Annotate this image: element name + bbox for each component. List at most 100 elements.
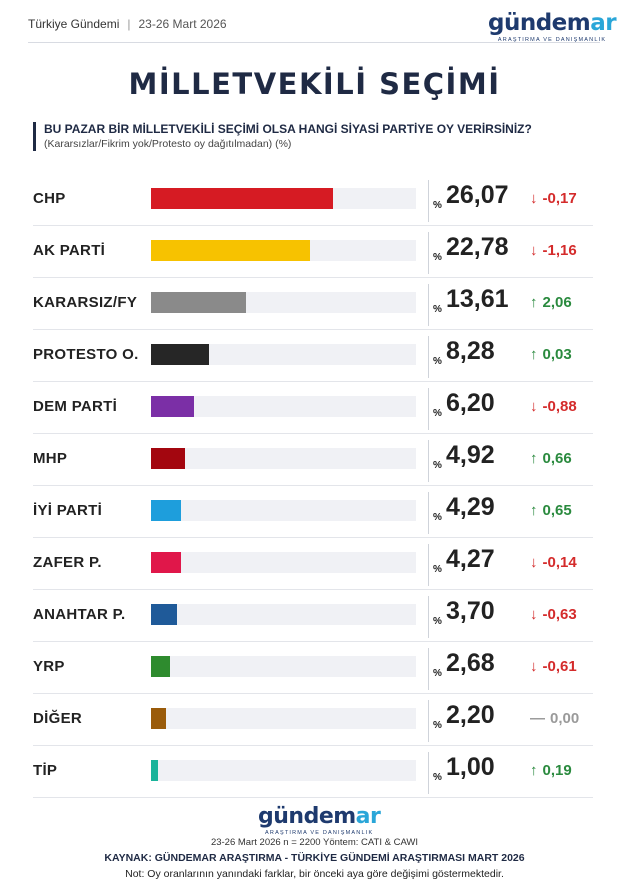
bar-fill bbox=[151, 552, 181, 573]
bar-fill bbox=[151, 344, 209, 365]
bar-track bbox=[151, 708, 416, 729]
change-value: 0,03 bbox=[542, 346, 572, 363]
header-separator: | bbox=[127, 17, 131, 31]
chart-row: TİP% 1,00 ↑ 0,19 bbox=[33, 746, 593, 798]
arrow-up-icon: ↑ bbox=[530, 762, 538, 779]
header-divider bbox=[28, 42, 600, 43]
change-value: -0,63 bbox=[542, 606, 577, 623]
data-label: 4,92 bbox=[446, 441, 495, 469]
bar-track bbox=[151, 396, 416, 417]
change-value: -0,14 bbox=[542, 554, 577, 571]
arrow-down-icon: ↓ bbox=[530, 606, 538, 623]
percent-symbol: % bbox=[433, 200, 442, 211]
brand-name-main: gündem bbox=[258, 804, 356, 829]
page-title: MİLLETVEKİLİ SEÇİMİ bbox=[128, 67, 501, 101]
change-indicator: ↓ -0,14 bbox=[530, 554, 577, 571]
category-label: YRP bbox=[33, 658, 65, 675]
brand-name-accent: ar bbox=[590, 10, 617, 36]
category-label: PROTESTO O. bbox=[33, 346, 139, 363]
question-block: BU PAZAR BİR MİLLETVEKİLİ SEÇİMİ OLSA HA… bbox=[33, 122, 532, 151]
data-label: 4,29 bbox=[446, 493, 495, 521]
category-label: CHP bbox=[33, 190, 66, 207]
data-label: 2,20 bbox=[446, 701, 495, 729]
bar-track bbox=[151, 656, 416, 677]
change-value: -1,16 bbox=[542, 242, 577, 259]
change-indicator: ↓ -0,63 bbox=[530, 606, 577, 623]
category-label: DEM PARTİ bbox=[33, 398, 118, 415]
value-divider bbox=[428, 440, 429, 482]
bar-track bbox=[151, 604, 416, 625]
brand-logo-top: gündemar ARAŞTIRMA VE DANIŞMANLIK bbox=[488, 10, 617, 44]
change-value: 0,00 bbox=[550, 710, 580, 727]
data-label: 4,27 bbox=[446, 545, 495, 573]
chart-row: İYİ PARTİ% 4,29 ↑ 0,65 bbox=[33, 486, 593, 538]
footer-source: KAYNAK: GÜNDEMAR ARAŞTIRMA - TÜRKİYE GÜN… bbox=[104, 852, 525, 864]
chart-row: DİĞER% 2,20 — 0,00 bbox=[33, 694, 593, 746]
bar-fill bbox=[151, 396, 195, 417]
value-divider bbox=[428, 388, 429, 430]
chart-row: KARARSIZ/FY% 13,61 ↑ 2,06 bbox=[33, 278, 593, 330]
chart-row: PROTESTO O.% 8,28 ↑ 0,03 bbox=[33, 330, 593, 382]
bar-track bbox=[151, 500, 416, 521]
change-indicator: ↑ 0,66 bbox=[530, 450, 572, 467]
change-indicator: ↑ 0,19 bbox=[530, 762, 572, 779]
brand-tagline: ARAŞTIRMA VE DANIŞMANLIK bbox=[497, 37, 607, 43]
bar-track bbox=[151, 552, 416, 573]
data-label: 2,68 bbox=[446, 649, 495, 677]
value-divider bbox=[428, 232, 429, 274]
arrow-up-icon: ↑ bbox=[530, 502, 538, 519]
data-label: 13,61 bbox=[446, 285, 509, 313]
category-label: DİĞER bbox=[33, 710, 83, 727]
percent-symbol: % bbox=[433, 304, 442, 315]
percent-symbol: % bbox=[433, 408, 442, 419]
data-label: 6,20 bbox=[446, 389, 495, 417]
bar-fill bbox=[151, 760, 158, 781]
bar-fill bbox=[151, 448, 186, 469]
bar-track bbox=[151, 292, 416, 313]
change-value: -0,17 bbox=[542, 190, 577, 207]
chart-row: YRP% 2,68 ↓ -0,61 bbox=[33, 642, 593, 694]
brand-wordmark: gündemar bbox=[258, 804, 381, 829]
change-value: 2,06 bbox=[542, 294, 572, 311]
percent-symbol: % bbox=[433, 460, 442, 471]
percent-symbol: % bbox=[433, 512, 442, 523]
chart-row: MHP% 4,92 ↑ 0,66 bbox=[33, 434, 593, 486]
bar-fill bbox=[151, 656, 170, 677]
change-indicator: ↑ 0,65 bbox=[530, 502, 572, 519]
header-bar: Türkiye Gündemi | 23-26 Mart 2026 bbox=[28, 17, 227, 31]
value-divider bbox=[428, 544, 429, 586]
change-value: -0,61 bbox=[542, 658, 577, 675]
change-value: -0,88 bbox=[542, 398, 577, 415]
data-label: 8,28 bbox=[446, 337, 495, 365]
chart-row: AK PARTİ% 22,78 ↓ -1,16 bbox=[33, 226, 593, 278]
category-label: MHP bbox=[33, 450, 68, 467]
value-divider bbox=[428, 336, 429, 378]
percent-symbol: % bbox=[433, 720, 442, 731]
bar-fill bbox=[151, 188, 333, 209]
bar-track bbox=[151, 188, 416, 209]
percent-symbol: % bbox=[433, 772, 442, 783]
brand-logo-bottom: gündemar ARAŞTIRMA VE DANIŞMANLIK bbox=[258, 804, 381, 837]
category-label: TİP bbox=[33, 762, 58, 779]
value-divider bbox=[428, 648, 429, 690]
value-divider bbox=[428, 752, 429, 794]
arrow-down-icon: ↓ bbox=[530, 190, 538, 207]
arrow-down-icon: ↓ bbox=[530, 658, 538, 675]
category-label: AK PARTİ bbox=[33, 242, 106, 259]
date-range: 23-26 Mart 2026 bbox=[138, 17, 227, 31]
chart-row: ZAFER P.% 4,27 ↓ -0,14 bbox=[33, 538, 593, 590]
chart-row: CHP% 26,07 ↓ -0,17 bbox=[33, 174, 593, 226]
percent-symbol: % bbox=[433, 616, 442, 627]
arrow-down-icon: ↓ bbox=[530, 554, 538, 571]
chart-row: ANAHTAR P.% 3,70 ↓ -0,63 bbox=[33, 590, 593, 642]
change-indicator: ↓ -1,16 bbox=[530, 242, 577, 259]
percent-symbol: % bbox=[433, 356, 442, 367]
brand-name-main: gündem bbox=[488, 10, 591, 36]
survey-question: BU PAZAR BİR MİLLETVEKİLİ SEÇİMİ OLSA HA… bbox=[44, 122, 532, 136]
category-label: İYİ PARTİ bbox=[33, 502, 103, 519]
value-divider bbox=[428, 180, 429, 222]
percent-symbol: % bbox=[433, 252, 442, 263]
arrow-up-icon: ↑ bbox=[530, 450, 538, 467]
survey-question-note: (Kararsızlar/Fikrim yok/Protesto oy dağı… bbox=[44, 138, 292, 150]
brand-wordmark: gündemar bbox=[488, 10, 617, 36]
